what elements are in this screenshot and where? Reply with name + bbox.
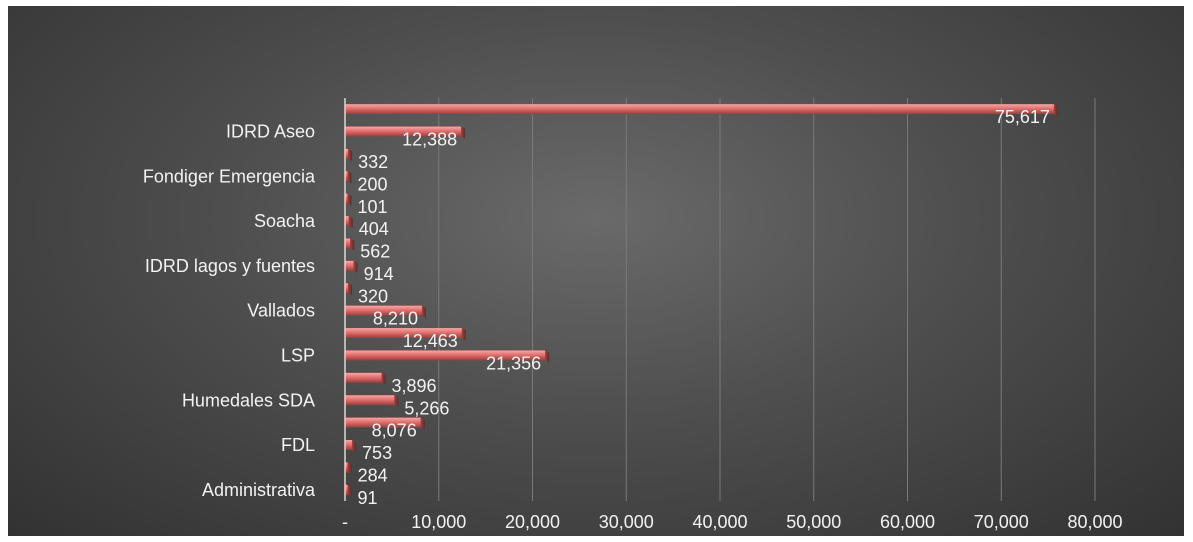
data-label: 8,210 [373, 309, 418, 329]
bar-end-cap [381, 372, 386, 385]
bar-end-cap [348, 148, 353, 161]
bar-end-cap [350, 238, 355, 251]
x-tick-label: 70,000 [974, 512, 1029, 532]
bar-end-cap [347, 462, 352, 475]
bar-end-cap [545, 350, 550, 363]
bar-chart: IDRD Aseo Fondiger Emergencia Soacha IDRD l… [143, 98, 1123, 532]
chart-area: IDRD Aseo Fondiger Emergencia Soacha IDRD l… [8, 6, 1184, 536]
bar [345, 104, 1054, 115]
bar-end-cap [347, 484, 352, 497]
category-label: Soacha [254, 211, 316, 231]
bar [345, 328, 462, 339]
data-label: 12,463 [403, 331, 458, 351]
x-tick-label: 50,000 [786, 512, 841, 532]
bar [345, 283, 348, 294]
data-label: 562 [360, 242, 390, 262]
x-tick-label: 30,000 [599, 512, 654, 532]
category-label: IDRD Aseo [226, 122, 315, 142]
bar [345, 417, 421, 428]
data-label: 200 [358, 174, 388, 194]
bar-end-cap [394, 395, 399, 408]
gridlines [438, 98, 1096, 501]
bar [345, 305, 422, 316]
x-tick-label: 40,000 [692, 512, 747, 532]
bar [345, 148, 349, 159]
category-label: Administrativa [202, 480, 316, 500]
x-tick-label: 60,000 [880, 512, 935, 532]
bar [345, 238, 351, 249]
data-label: 404 [359, 219, 389, 239]
bar [345, 126, 462, 137]
bar [345, 193, 348, 204]
x-tick-label: 10,000 [411, 512, 466, 532]
category-label: IDRD lagos y fuentes [145, 256, 315, 276]
bar-end-cap [352, 440, 357, 453]
category-label: Humedales SDA [182, 390, 315, 410]
data-label: 75,617 [995, 107, 1050, 127]
bar-end-cap [421, 305, 426, 318]
data-label: 12,388 [402, 130, 457, 150]
bar-end-cap [420, 417, 425, 430]
bar [345, 260, 354, 271]
data-label: 3,896 [392, 376, 437, 396]
bar-end-cap [348, 283, 352, 296]
data-label: 101 [358, 197, 388, 217]
bar [345, 440, 353, 451]
bar [345, 484, 348, 495]
data-label: 91 [358, 488, 378, 508]
bar [345, 372, 382, 383]
bar-end-cap [461, 328, 466, 341]
x-tick-label: - [342, 512, 348, 532]
category-labels: IDRD Aseo Fondiger Emergencia Soacha IDRD l… [143, 122, 316, 500]
data-label: 21,356 [486, 353, 541, 373]
bar [345, 462, 348, 473]
category-label: Fondiger Emergencia [143, 166, 316, 186]
data-label: 753 [362, 443, 392, 463]
data-label: 320 [358, 286, 388, 306]
data-label: 284 [358, 465, 388, 485]
category-label: FDL [281, 435, 315, 455]
bar-end-cap [348, 216, 353, 229]
bar-end-cap [347, 193, 352, 206]
bar-end-cap [461, 126, 466, 139]
data-label: 332 [358, 152, 388, 172]
x-tick-label: 20,000 [505, 512, 560, 532]
x-tick-label: 80,000 [1067, 512, 1122, 532]
data-label: 914 [364, 264, 394, 284]
bar-end-cap [347, 171, 352, 184]
bar [345, 350, 546, 361]
bar [345, 395, 395, 406]
bar [345, 171, 348, 182]
data-label: 8,076 [372, 421, 417, 441]
bar-end-cap [1053, 104, 1058, 117]
data-label: 5,266 [404, 398, 449, 418]
category-label: Vallados [247, 301, 315, 321]
bar [345, 216, 349, 227]
bars [345, 104, 1058, 497]
category-label: LSP [281, 345, 315, 365]
x-tick-labels: - 10,000 20,000 30,000 40,000 50,000 60,000 70,… [342, 512, 1123, 532]
bar-end-cap [353, 260, 358, 273]
